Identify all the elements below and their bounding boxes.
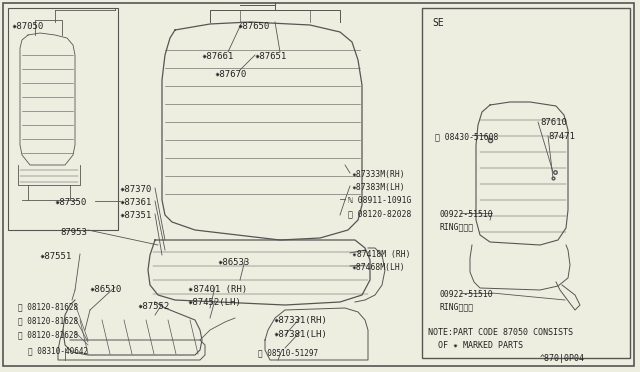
Text: SE: SE	[432, 18, 444, 28]
Text: ✷87050: ✷87050	[12, 22, 44, 31]
Text: ✷87650: ✷87650	[238, 22, 270, 31]
Text: ✷87468M(LH): ✷87468M(LH)	[352, 263, 406, 272]
Text: Ⓢ 08510-51297: Ⓢ 08510-51297	[258, 348, 318, 357]
Text: ✷86533: ✷86533	[218, 258, 250, 267]
Text: Ⓢ 08310-40642: Ⓢ 08310-40642	[28, 346, 88, 355]
Text: 00922-51510: 00922-51510	[440, 290, 493, 299]
Text: ✷86510: ✷86510	[90, 285, 122, 294]
Text: ^870|0P04: ^870|0P04	[540, 354, 585, 363]
Text: RINGリング: RINGリング	[440, 222, 474, 231]
Text: Ⓑ 08120-81628: Ⓑ 08120-81628	[18, 316, 78, 325]
Text: ✷87661: ✷87661	[202, 52, 234, 61]
Bar	[8, 8, 118, 230]
Text: ✷87351: ✷87351	[120, 211, 152, 220]
Text: ✷87383M(LH): ✷87383M(LH)	[352, 183, 406, 192]
Text: ✷87418M (RH): ✷87418M (RH)	[352, 250, 410, 259]
Text: Ⓢ 08430-51608: Ⓢ 08430-51608	[435, 132, 499, 141]
Text: Ⓑ 08120-81628: Ⓑ 08120-81628	[18, 330, 78, 339]
Text: OF ✷ MARKED PARTS: OF ✷ MARKED PARTS	[428, 341, 523, 350]
Text: ✷87551: ✷87551	[40, 252, 72, 261]
Text: Ⓑ 08120-82028: Ⓑ 08120-82028	[348, 209, 412, 218]
Text: ℕ 08911-1091G: ℕ 08911-1091G	[348, 196, 412, 205]
Text: ✷87333M(RH): ✷87333M(RH)	[352, 170, 406, 179]
Text: ✷87370: ✷87370	[120, 185, 152, 194]
Text: Ⓑ 08120-81628: Ⓑ 08120-81628	[18, 302, 78, 311]
Text: 87471: 87471	[548, 132, 575, 141]
Text: ✷87552: ✷87552	[138, 302, 170, 311]
Text: ✷87361: ✷87361	[120, 198, 152, 207]
Text: NOTE:PART CODE 87050 CONSISTS: NOTE:PART CODE 87050 CONSISTS	[428, 328, 573, 337]
Text: 00922-51510: 00922-51510	[440, 210, 493, 219]
Text: ✷87350: ✷87350	[55, 198, 87, 207]
Text: 87953: 87953	[60, 228, 87, 237]
Text: ✷87401 (RH): ✷87401 (RH)	[188, 285, 247, 294]
Text: RINGリング: RINGリング	[440, 302, 474, 311]
Text: 87610: 87610	[540, 118, 567, 127]
Text: ✷87651: ✷87651	[255, 52, 287, 61]
Text: ✷87331(RH): ✷87331(RH)	[274, 316, 328, 325]
Text: ✷87670: ✷87670	[215, 70, 247, 79]
Bar	[422, 8, 630, 358]
Text: ✷87381(LH): ✷87381(LH)	[274, 330, 328, 339]
Text: ✷87452(LH): ✷87452(LH)	[188, 298, 242, 307]
